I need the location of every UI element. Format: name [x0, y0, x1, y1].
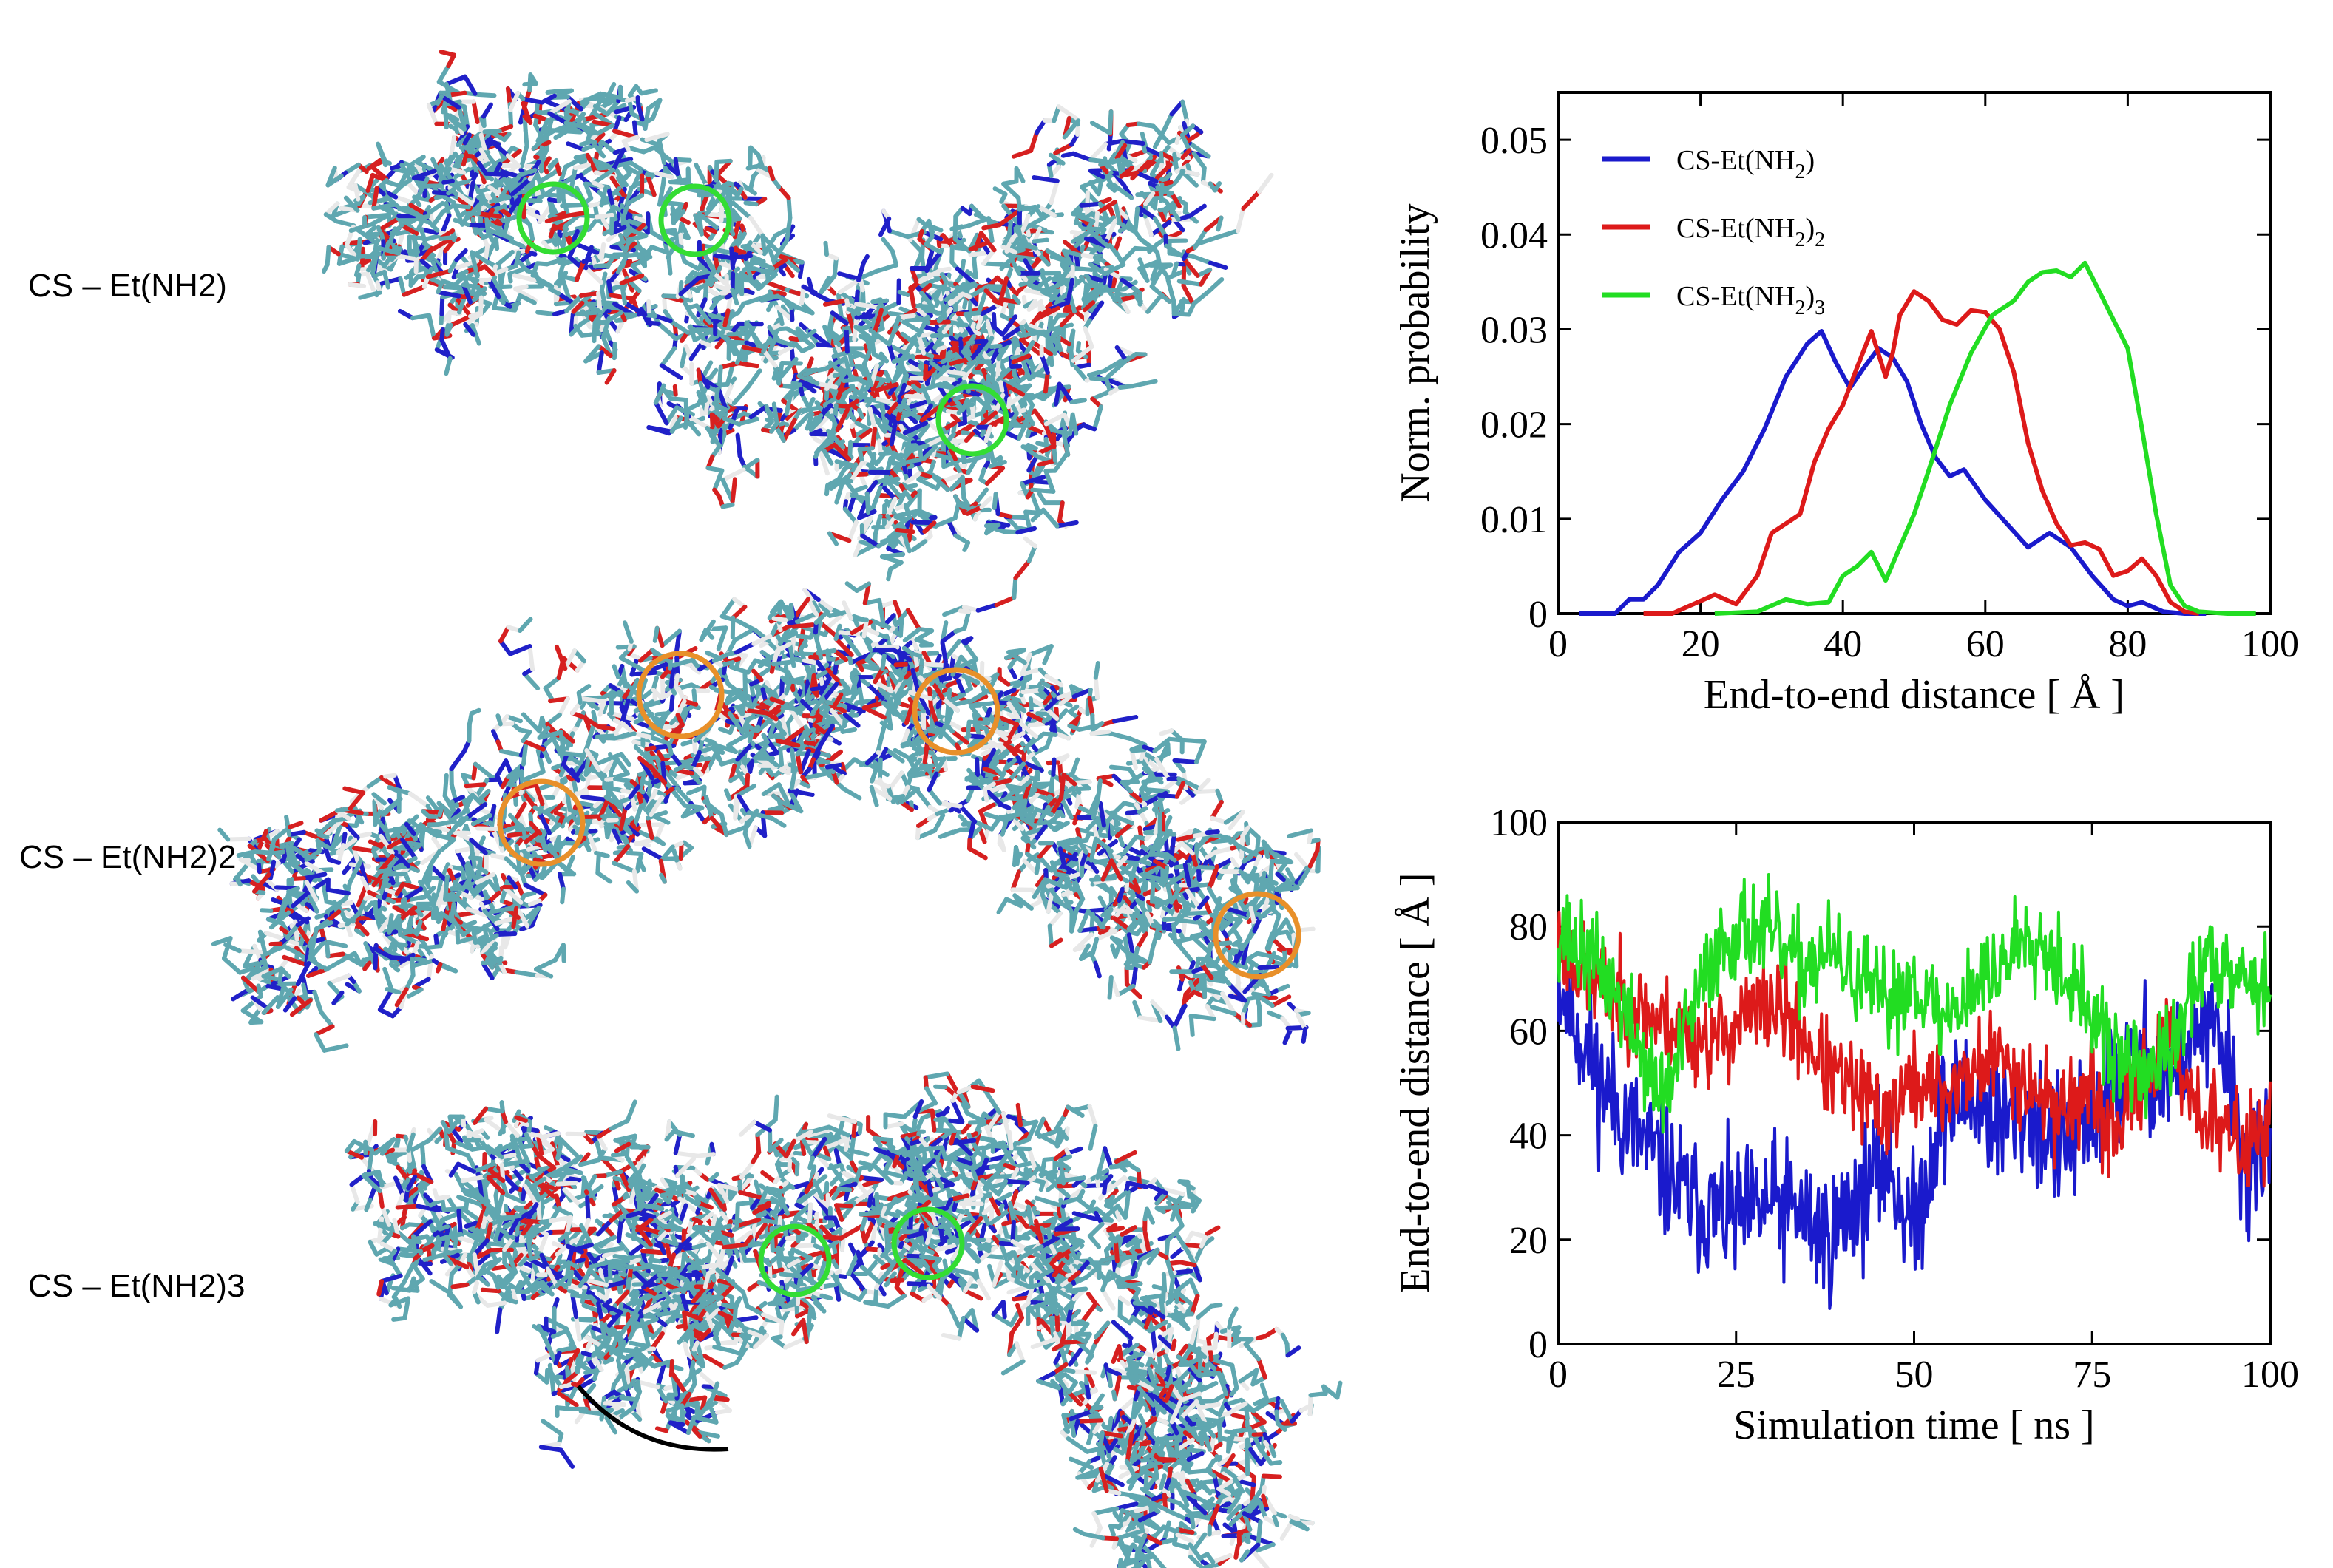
molecule-label-cs-et-nh2-2: CS – Et(NH2)2 [19, 839, 237, 875]
highlight-circle [935, 383, 1009, 457]
highlight-circle [658, 183, 732, 257]
highlight-circle [497, 778, 586, 867]
molecule-structure [531, 1235, 785, 1469]
molecule-label-cs-et-nh2: CS – Et(NH2) [28, 268, 227, 304]
dist-x-tick-label: 80 [2108, 623, 2147, 665]
dist-series-line-1 [1579, 329, 2207, 616]
molecule-structure [321, 138, 611, 376]
time-y-tick-label: 40 [1509, 1116, 1548, 1158]
molecular-snapshots [211, 50, 1343, 1568]
dist-legend-label-2: CS-Et(NH2)2 [1676, 213, 1825, 251]
dist-legend-label-3: CS-Et(NH2)3 [1676, 281, 1825, 319]
time-series-line-1 [1557, 934, 2272, 1310]
time-x-tick-label: 100 [2241, 1354, 2299, 1396]
time-series-line-2 [1557, 910, 2272, 1188]
highlight-circle [891, 1206, 965, 1280]
highlight-circle [636, 651, 725, 739]
molecule-structure [827, 334, 1087, 582]
time-y-tick-label: 80 [1509, 906, 1548, 948]
dist-x-tick-label: 0 [1548, 623, 1568, 665]
dist-y-tick-label: 0.04 [1480, 214, 1548, 257]
dist-x-axis-title: End-to-end distance [ Å ] [1704, 672, 2124, 718]
dist-legend-label-1: CS-Et(NH2) [1676, 145, 1815, 183]
molecule-structure [981, 99, 1274, 363]
time-y-tick-label: 0 [1528, 1324, 1548, 1366]
dist-y-tick-label: 0.03 [1480, 309, 1548, 351]
dist-x-tick-label: 100 [2241, 623, 2299, 665]
time-y-tick-label: 60 [1509, 1011, 1548, 1053]
highlight-circle [912, 667, 1000, 756]
dist-y-axis-title: Norm. probability [1392, 203, 1438, 502]
time-x-tick-label: 25 [1717, 1354, 1755, 1396]
highlight-circle [516, 181, 590, 255]
time-x-tick-label: 50 [1895, 1354, 1934, 1396]
time-y-tick-label: 20 [1509, 1220, 1548, 1262]
dist-series-line-3 [1714, 260, 2256, 616]
dist-x-tick-label: 20 [1682, 623, 1720, 665]
time-x-tick-label: 0 [1548, 1354, 1568, 1396]
dist-y-tick-label: 0 [1528, 594, 1548, 636]
dist-x-tick-label: 60 [1966, 623, 2005, 665]
highlight-circle [1213, 891, 1301, 980]
annotation-curve [576, 1385, 729, 1452]
time-x-axis-title: Simulation time [ ns ] [1733, 1402, 2094, 1448]
dist-y-tick-label: 0.02 [1480, 404, 1548, 447]
time-y-axis-title: End-to-end distance [ Å ] [1392, 872, 1438, 1293]
dist-x-tick-label: 40 [1824, 623, 1862, 665]
dist-series-line-2 [1643, 289, 2200, 616]
molecule-structure [1088, 781, 1321, 1051]
molecule-structure [342, 707, 598, 999]
time-y-tick-label: 100 [1490, 802, 1548, 844]
dist-y-tick-label: 0.05 [1480, 120, 1548, 162]
molecule-label-cs-et-nh2-3: CS – Et(NH2)3 [28, 1268, 246, 1304]
molecule-structure [1072, 1329, 1343, 1568]
highlight-circle [758, 1223, 832, 1297]
dist-y-tick-label: 0.01 [1480, 499, 1548, 541]
molecule-structure [211, 786, 458, 1053]
time-plot-frame [1557, 821, 2272, 1345]
time-series-line-3 [1557, 873, 2272, 1134]
time-x-tick-label: 75 [2073, 1354, 2111, 1396]
dist-plot-frame [1557, 91, 2272, 615]
